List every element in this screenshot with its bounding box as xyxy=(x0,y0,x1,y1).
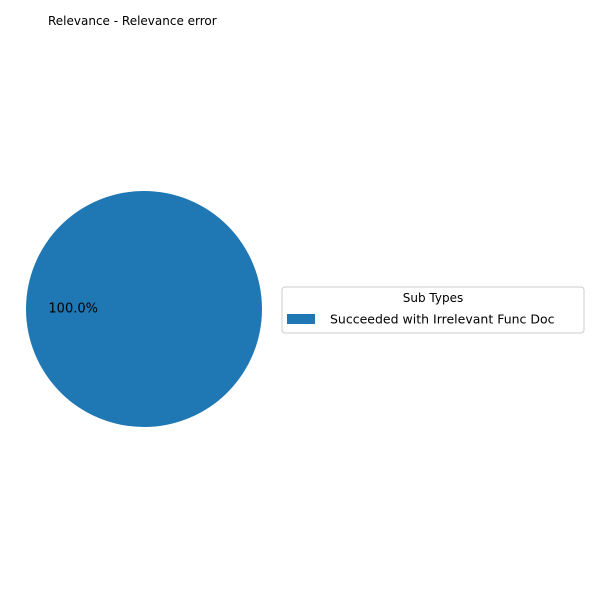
pie-slice xyxy=(26,191,262,427)
pie-slices xyxy=(26,191,262,427)
chart-title: Relevance - Relevance error xyxy=(48,14,217,28)
legend-title: Sub Types xyxy=(403,291,463,305)
pie-percent-labels: 100.0% xyxy=(48,302,98,317)
legend: Sub Types Succeeded with Irrelevant Func… xyxy=(281,286,585,334)
legend-items: Succeeded with Irrelevant Func Doc xyxy=(287,312,555,327)
legend-label: Succeeded with Irrelevant Func Doc xyxy=(330,312,555,327)
pie-percent-label: 100.0% xyxy=(48,302,98,317)
legend-frame xyxy=(281,286,585,334)
legend-swatch xyxy=(287,314,315,324)
